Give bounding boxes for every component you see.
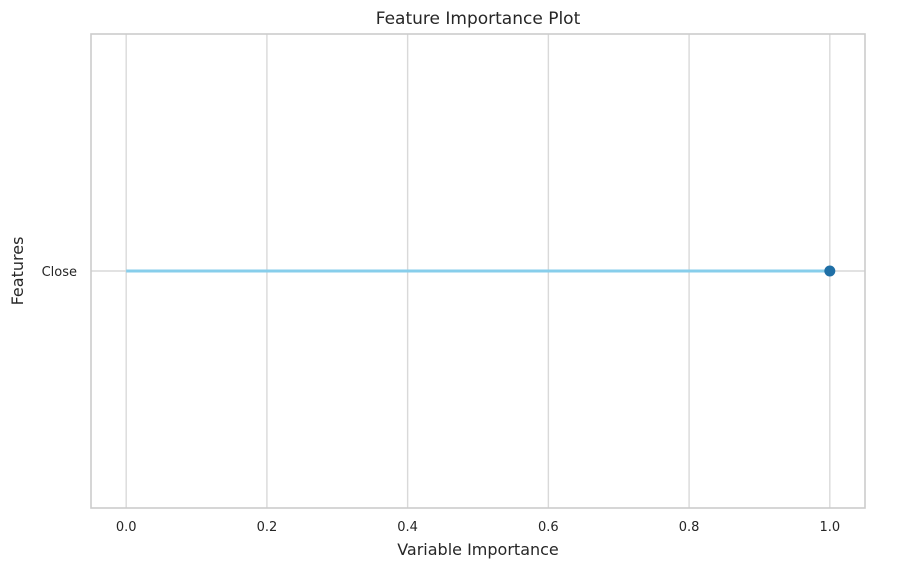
x-tick-label: 1.0 <box>819 520 840 535</box>
importance-marker <box>824 265 836 277</box>
x-tick-label: 0.4 <box>397 520 418 535</box>
x-tick-label: 0.6 <box>538 520 559 535</box>
marks-layer <box>126 265 836 277</box>
x-tick-label: 0.0 <box>116 520 137 535</box>
plot-frame <box>90 33 866 509</box>
y-axis-title: Features <box>8 237 27 306</box>
y-tick-label: Close <box>42 265 77 280</box>
y-tick-labels: Close <box>42 265 77 280</box>
x-tick-label: 0.2 <box>257 520 278 535</box>
x-tick-labels: 0.0 0.2 0.4 0.6 0.8 1.0 <box>116 520 840 535</box>
chart-title: Feature Importance Plot <box>376 9 581 29</box>
x-tick-label: 0.8 <box>679 520 700 535</box>
x-axis-title: Variable Importance <box>397 540 559 559</box>
